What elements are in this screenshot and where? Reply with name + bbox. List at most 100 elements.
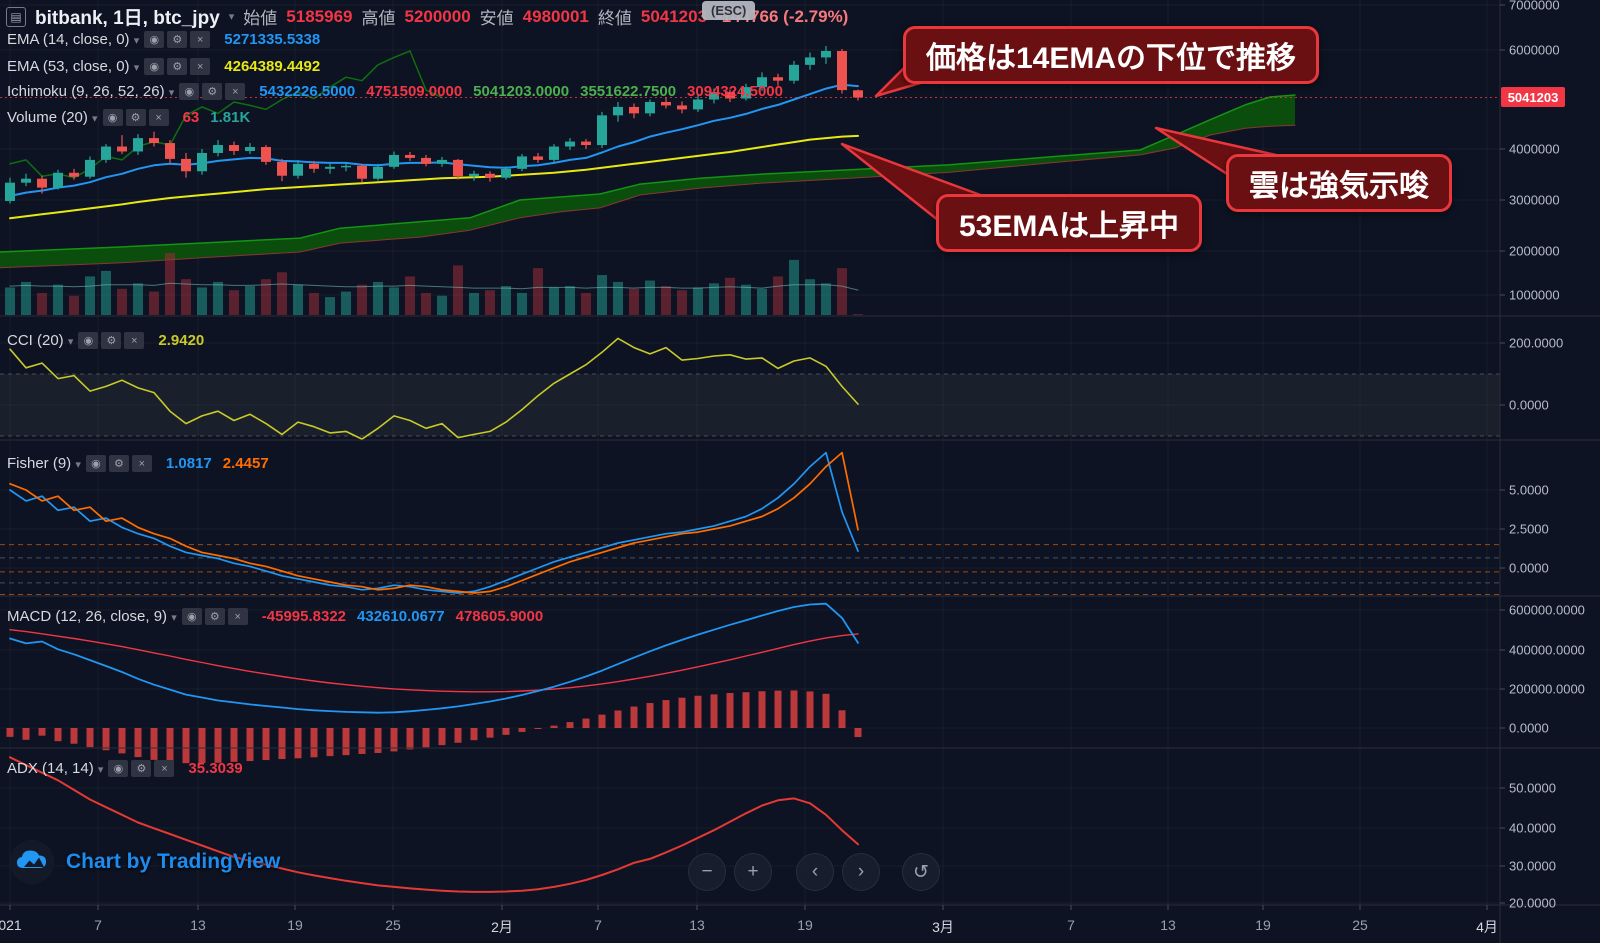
legend-adx: ADX (14, 14) ▾ ◉ ⚙ × 35.3039 <box>7 758 243 778</box>
fisher-value: 1.0817 <box>165 454 212 472</box>
legend-fisher-title[interactable]: Fisher (9) ▾ <box>7 455 81 472</box>
price-axis-tick: 50.0000 <box>1509 780 1556 796</box>
tradingview-watermark: Chart by TradingView <box>10 840 280 884</box>
ichimoku-senkou-b-value: 3551622.7500 <box>580 82 677 100</box>
gear-icon[interactable]: ⚙ <box>204 607 225 625</box>
chevron-down-icon[interactable]: ▾ <box>92 112 98 125</box>
legend-ema53: EMA (53, close, 0) ▾ ◉ ⚙ × 4264389.4492 <box>7 56 320 76</box>
close-icon[interactable]: × <box>154 760 175 778</box>
annotation-price-below-ema14: 価格は14EMAの下位で推移 <box>903 26 1320 84</box>
legend-macd-title[interactable]: MACD (12, 26, close, 9) ▾ <box>7 608 177 625</box>
close-icon[interactable]: × <box>190 58 211 76</box>
close-value: 5041203 <box>640 6 708 26</box>
close-label: 終値 <box>597 9 632 28</box>
chevron-down-icon[interactable]: ▾ <box>133 34 140 47</box>
legend-label: CCI (20) <box>7 331 64 349</box>
macd-hist-value: -45995.8322 <box>261 607 347 625</box>
time-axis-tick: 13 <box>190 917 206 933</box>
eye-icon[interactable]: ◉ <box>144 57 165 75</box>
eye-icon[interactable]: ◉ <box>181 607 202 625</box>
adx-value: 35.3039 <box>188 759 243 777</box>
chevron-down-icon[interactable]: ▾ <box>168 86 175 99</box>
zoom-out-button[interactable]: − <box>688 853 726 891</box>
time-axis-tick: 7 <box>594 917 602 933</box>
reset-view-button[interactable]: ↺ <box>902 853 940 891</box>
high-label: 高値 <box>361 9 396 28</box>
legend-label: EMA (14, close, 0) <box>7 30 130 48</box>
price-axis-tick: 200.0000 <box>1509 335 1564 351</box>
legend-adx-title[interactable]: ADX (14, 14) ▾ <box>7 760 103 777</box>
close-icon[interactable]: × <box>148 109 169 127</box>
eye-icon[interactable]: ◉ <box>102 108 123 126</box>
eye-icon[interactable]: ◉ <box>85 454 106 472</box>
gear-icon[interactable]: ⚙ <box>108 454 129 472</box>
legend-ema53-title[interactable]: EMA (53, close, 0) ▾ <box>7 58 139 75</box>
scroll-right-button[interactable]: › <box>842 853 880 891</box>
price-axis-tick: 2.5000 <box>1509 521 1549 537</box>
macd-signal-value: 478605.9000 <box>455 607 544 625</box>
watermark-text[interactable]: Chart by TradingView <box>66 850 281 873</box>
price-axis-tick: 600000.0000 <box>1509 602 1585 618</box>
menu-icon[interactable]: ▤ <box>6 6 26 27</box>
legend-ema14-title[interactable]: EMA (14, close, 0) ▾ <box>7 31 139 48</box>
annotation-ema53-rising: 53EMAは上昇中 <box>936 194 1203 252</box>
chevron-down-icon[interactable]: ▾ <box>75 458 81 471</box>
eye-icon[interactable]: ◉ <box>179 82 200 100</box>
price-axis-tick: 1000000 <box>1509 287 1560 303</box>
chevron-down-icon[interactable]: ▾ <box>67 335 74 348</box>
time-axis-tick: 25 <box>385 917 401 933</box>
close-icon[interactable]: × <box>227 608 248 626</box>
chevron-down-icon[interactable]: ▾ <box>171 611 177 624</box>
legend-ema14: EMA (14, close, 0) ▾ ◉ ⚙ × 5271335.5338 <box>7 29 320 49</box>
chevron-down-icon[interactable]: ▾ <box>133 61 140 74</box>
eye-icon[interactable]: ◉ <box>108 759 129 777</box>
gear-icon[interactable]: ⚙ <box>167 30 188 48</box>
gear-icon[interactable]: ⚙ <box>167 57 188 75</box>
legend-volume-title[interactable]: Volume (20) ▾ <box>7 109 98 126</box>
time-axis-tick: 19 <box>1255 917 1271 933</box>
esc-hint-badge: (ESC) <box>702 1 756 20</box>
price-axis-tick: 5.0000 <box>1509 482 1549 498</box>
gear-icon[interactable]: ⚙ <box>202 82 223 100</box>
time-axis-tick: 021 <box>0 917 22 933</box>
tradingview-logo-icon[interactable] <box>10 840 54 884</box>
time-axis-tick: 4月 <box>1476 919 1498 935</box>
legend-cci: CCI (20) ▾ ◉ ⚙ × 2.9420 <box>7 330 204 350</box>
zoom-in-button[interactable]: + <box>734 853 772 891</box>
price-axis-tick: 3000000 <box>1509 192 1560 208</box>
ichimoku-chikou-value: 3094324.5000 <box>687 82 783 100</box>
gear-icon[interactable]: ⚙ <box>131 759 152 777</box>
close-icon[interactable]: × <box>190 31 211 49</box>
close-icon[interactable]: × <box>124 332 145 350</box>
legend-buttons: ◉ ⚙ × <box>144 30 213 49</box>
time-axis-tick: 13 <box>1160 917 1176 933</box>
eye-icon[interactable]: ◉ <box>78 331 99 349</box>
legend-buttons: ◉ ⚙ × <box>179 82 248 101</box>
symbol-title[interactable]: bitbank, 1日, btc_jpy <box>35 8 220 29</box>
low-value: 4980001 <box>522 6 589 26</box>
legend-label: MACD (12, 26, close, 9) <box>7 607 168 625</box>
volume-value: 63 <box>182 108 200 126</box>
legend-cci-title[interactable]: CCI (20) ▾ <box>7 332 73 349</box>
legend-ichimoku-title[interactable]: Ichimoku (9, 26, 52, 26) ▾ <box>7 83 174 100</box>
scroll-left-button[interactable]: ‹ <box>796 853 834 891</box>
legend-label: Volume (20) <box>7 108 88 126</box>
eye-icon[interactable]: ◉ <box>144 30 165 48</box>
chevron-down-icon[interactable]: ▾ <box>228 11 235 23</box>
legend-label: ADX (14, 14) <box>7 759 94 777</box>
price-axis-tick: 6000000 <box>1509 42 1560 58</box>
legend-buttons: ◉ ⚙ × <box>102 108 172 127</box>
close-icon[interactable]: × <box>131 455 152 473</box>
time-axis-tick: 7 <box>1067 917 1075 933</box>
chevron-down-icon[interactable]: ▾ <box>97 763 104 776</box>
gear-icon[interactable]: ⚙ <box>125 108 146 126</box>
volume-ma-value: 1.81K <box>210 108 251 126</box>
gear-icon[interactable]: ⚙ <box>101 331 122 349</box>
high-value: 5200000 <box>404 6 471 26</box>
close-icon[interactable]: × <box>225 83 246 101</box>
price-axis-tick: 0.0000 <box>1509 560 1549 576</box>
legend-label: Fisher (9) <box>7 454 72 472</box>
ema53-value: 4264389.4492 <box>224 57 321 75</box>
